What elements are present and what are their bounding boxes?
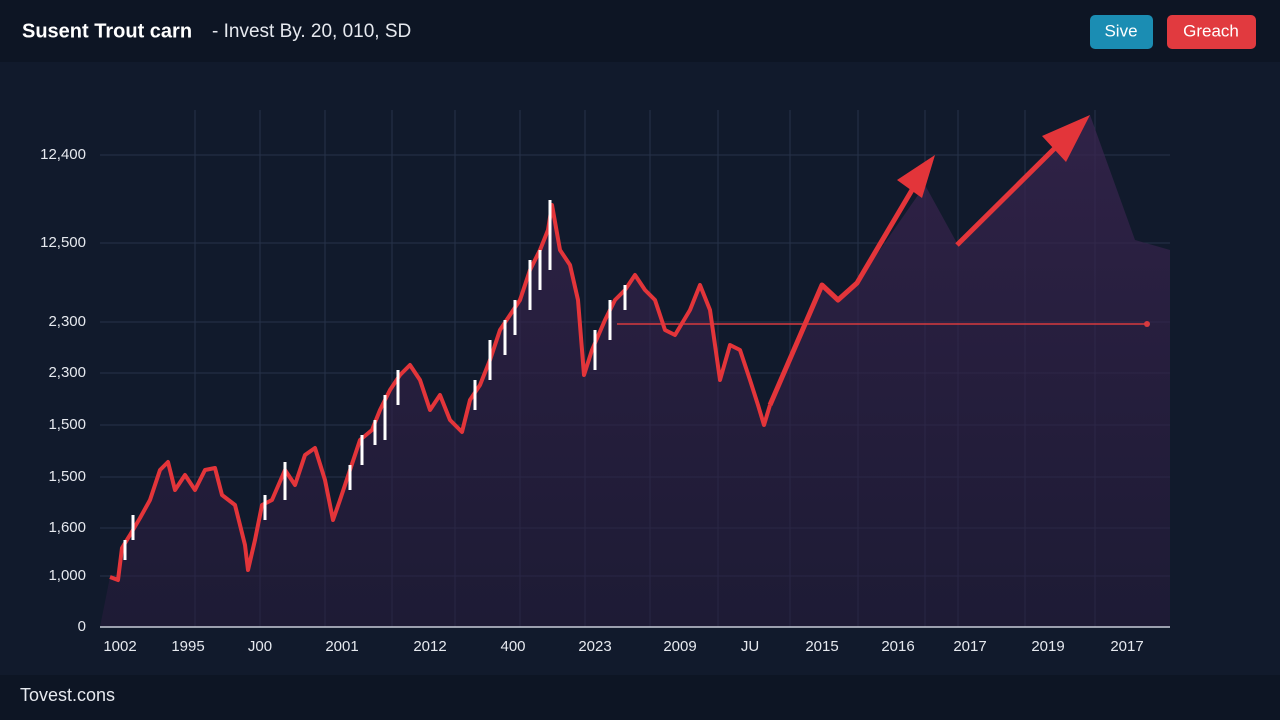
x-label: J00 (248, 638, 272, 655)
x-labels: 1002 1995 J00 2001 2012 400 2023 2009 JU 2015 2016… (103, 638, 1143, 655)
x-label: JU (741, 638, 759, 655)
y-label: 12,400 (40, 146, 86, 163)
x-label: 1995 (171, 638, 204, 655)
x-label: 2009 (663, 638, 696, 655)
x-label: 2017 (1110, 638, 1143, 655)
app-subtitle: - Invest By. 20, 010, SD (212, 21, 411, 42)
x-label: 1002 (103, 638, 136, 655)
footer-bar (0, 675, 1280, 720)
x-label: 2015 (805, 638, 838, 655)
y-label: 2,300 (48, 313, 86, 330)
x-label: 2023 (578, 638, 611, 655)
arrow-head-1 (897, 155, 935, 198)
reference-dot (1144, 321, 1150, 327)
footer-text: Tovest.cons (20, 685, 115, 705)
search-button[interactable] (1167, 15, 1256, 49)
y-label: 1,500 (48, 416, 86, 433)
y-label: 12,500 (40, 234, 86, 251)
y-label: 0 (78, 618, 86, 635)
x-label: 2019 (1031, 638, 1064, 655)
price-line (109, 203, 772, 582)
x-label: 400 (500, 638, 525, 655)
save-button[interactable] (1090, 15, 1153, 49)
x-label: 2012 (413, 638, 446, 655)
white-candles (123, 200, 627, 560)
trend-arrow-1 (767, 188, 915, 406)
save-button-label[interactable]: Sive (1104, 21, 1137, 40)
x-label: 2017 (953, 638, 986, 655)
trend-arrow-2 (955, 141, 1062, 247)
x-label: 2016 (881, 638, 914, 655)
y-label: 1,500 (48, 468, 86, 485)
x-label: 2001 (325, 638, 358, 655)
search-button-label[interactable]: Greach (1183, 21, 1239, 40)
arrow-head-2 (1042, 115, 1090, 162)
y-label: 1,000 (48, 567, 86, 584)
header-bar (0, 0, 1280, 62)
app-title: Susent Trout carn (22, 20, 192, 42)
y-label: 1,600 (48, 519, 86, 536)
y-labels: 12,400 12,500 2,300 2,300 1,500 1,500 1,600 1,0… (40, 146, 86, 635)
price-area (100, 115, 1170, 627)
y-label: 2,300 (48, 364, 86, 381)
